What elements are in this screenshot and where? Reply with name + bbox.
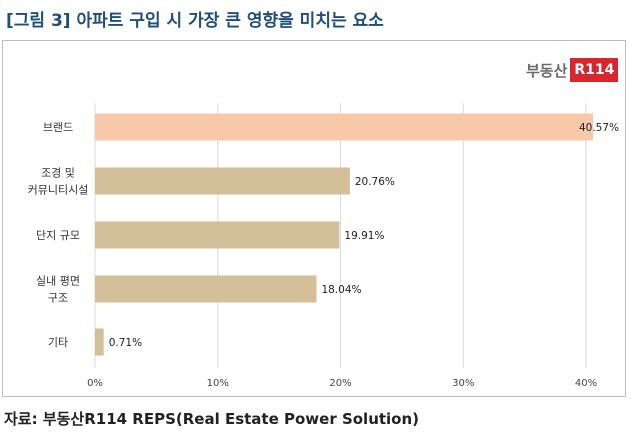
logo-badge: R114 (570, 58, 619, 82)
data-label: 0.71% (109, 337, 142, 349)
category-label: 기타 (48, 336, 68, 349)
page-title: [그림 3] 아파트 구입 시 가장 큰 영향을 미치는 요소 (6, 11, 384, 31)
chart-frame (2, 40, 626, 397)
data-label: 40.57% (579, 122, 619, 134)
bar (95, 167, 350, 195)
x-tick-label: 20% (329, 378, 351, 389)
x-tick-label: 10% (207, 378, 229, 389)
category-label: 조경 및 (41, 167, 75, 180)
x-tick-label: 30% (452, 378, 474, 389)
category-label: 커뮤니티시설 (28, 184, 89, 197)
category-label: 단지 규모 (36, 229, 80, 242)
bar (95, 113, 593, 141)
x-tick-label: 0% (87, 378, 103, 389)
category-label: 실내 평면 (36, 275, 80, 288)
data-label: 19.91% (344, 230, 384, 242)
data-label: 18.04% (321, 284, 361, 296)
source-note: 자료: 부동산R114 REPS(Real Estate Power Solut… (4, 410, 420, 428)
bar (95, 221, 340, 249)
category-label: 구조 (48, 292, 68, 305)
bar (95, 328, 104, 356)
category-label: 브랜드 (43, 121, 73, 134)
bar (95, 275, 317, 303)
x-tick-label: 40% (575, 378, 597, 389)
logo: 부동산 R114 (526, 58, 619, 82)
logo-text: 부동산 (526, 61, 568, 80)
data-label: 20.76% (355, 176, 395, 188)
